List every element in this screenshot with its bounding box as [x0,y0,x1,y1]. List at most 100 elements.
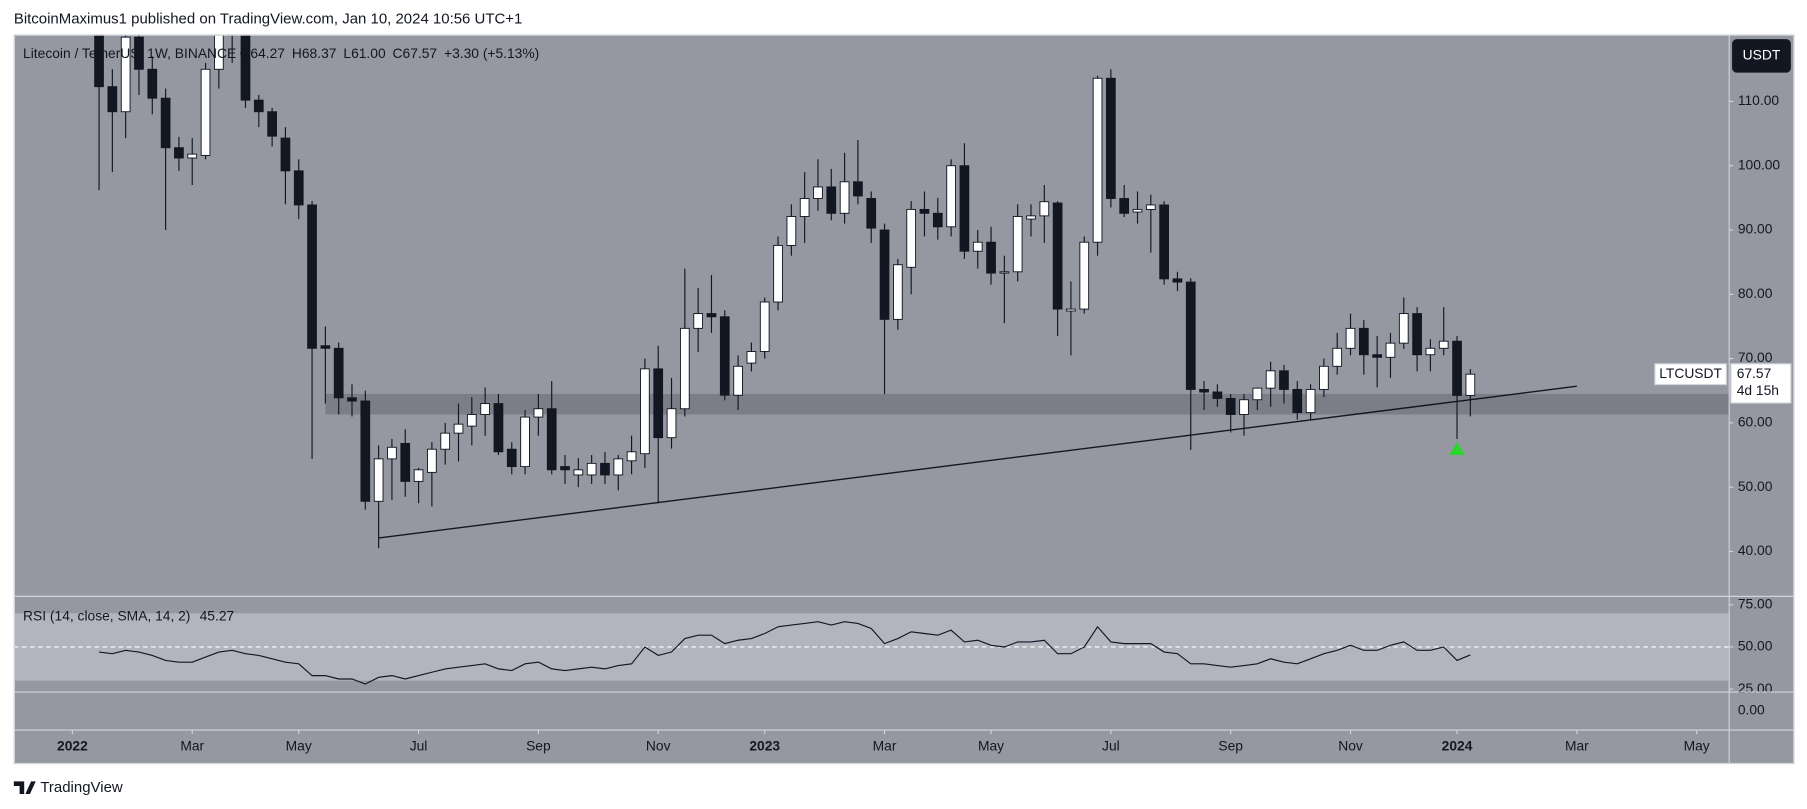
logo-icon [13,781,36,795]
candle-body [466,414,477,427]
x-tick-label: Sep [526,737,551,753]
candle-body [1159,204,1169,280]
candle-body [613,458,624,476]
candle-body [839,181,850,214]
candle-body [400,442,411,482]
candle-body [733,365,743,396]
x-tick-label: 2024 [1442,737,1473,753]
candle-body [573,469,584,476]
change-label: +3.30 (+5.13%) [444,45,539,61]
rsi-y-tick-label: 75.00 [1738,596,1773,612]
candle-body [626,451,637,462]
candle-body [453,423,464,434]
x-tick-label: 2023 [749,737,780,753]
candle-body [1292,388,1303,414]
y-tick-label: 90.00 [1738,221,1773,237]
candle-body [1319,365,1329,390]
candle-body [1106,77,1116,199]
ohlc-value: 68.37 [302,45,337,61]
ohlc-key: O [240,45,251,61]
candle-body [1385,342,1396,358]
candle-body [1066,308,1076,312]
x-tick-label: Sep [1218,737,1243,753]
candle-body [387,446,397,460]
candle-body [986,241,996,274]
x-tick-label: May [1684,737,1710,753]
candle-body [773,244,783,303]
candle-body [919,208,930,214]
candle-body [280,137,291,172]
candle-body [879,229,890,320]
rsi-pane [13,613,1729,685]
price-label-countdown: 4d 15h [1737,382,1779,398]
candle-body [200,68,211,156]
rsi-title: RSI (14, close, SMA, 14, 2) [23,607,190,623]
y-tick-label: 80.00 [1738,285,1773,301]
footer-brand: TradingView [40,779,123,796]
candle-body [826,186,837,214]
symbol-title: Litecoin / TetherUS, 1W, BINANCE [23,45,236,61]
candle-body [174,147,184,159]
currency-button[interactable] [1732,39,1791,73]
candle-body [640,368,650,455]
x-tick-label: 2022 [57,737,88,753]
candle-body [1465,373,1476,396]
candle-body [586,462,597,476]
candle-body [600,462,610,476]
candle-body [1372,354,1383,358]
pane-y-tick-label: 0.00 [1738,702,1765,718]
candle-body [413,469,424,482]
footer-logo: TradingView [13,779,123,796]
candle-body [932,212,943,228]
candle-body [653,368,664,439]
candle-body [1279,370,1289,390]
publisher-line: BitcoinMaximus1 published on TradingView… [14,11,523,28]
candle-body [333,347,344,399]
candle-body [253,99,264,113]
candle-body [893,264,903,320]
candle-body [813,186,823,199]
rsi-y-tick-label: 50.00 [1738,638,1773,654]
trendline [378,385,1577,539]
x-tick-label: May [286,737,312,753]
candle-body [560,466,570,471]
candle-body [959,165,970,252]
rsi-last-value: 45.27 [200,607,235,623]
x-tick-label: Mar [180,737,204,753]
candle-body [187,153,198,159]
currency-button-label[interactable]: USDT [1743,47,1781,63]
candle-body [480,403,490,415]
candle-body [1199,388,1209,393]
candle-body [693,313,704,329]
candle-body [427,448,437,473]
candle-body [1305,388,1316,414]
x-tick-label: Jul [410,737,428,753]
rsi-y-tick-label: 25.00 [1738,680,1773,696]
chart-border [13,34,1795,765]
candle-body [440,432,451,450]
candle-body [1252,387,1263,401]
ohlc-key: C [393,45,403,61]
x-tick-label: Nov [1338,737,1363,753]
y-tick-label: 40.00 [1738,542,1773,558]
candle-body [1185,281,1196,390]
candle-body [946,165,956,228]
rsi-line [98,621,1471,685]
candle-body [1438,340,1449,349]
candle-body [972,241,983,252]
x-tick-label: Mar [873,737,897,753]
candle-body [1425,347,1436,356]
ohlc-value: 64.27 [250,45,285,61]
candle-body [786,216,797,246]
x-tick-label: Jul [1102,737,1120,753]
candle-body [719,316,730,396]
signal-marker [1448,442,1466,455]
candle-body [546,408,557,471]
candle-body [1026,215,1036,220]
candle-body [533,408,544,418]
candle-body [347,397,357,402]
candle-body [293,170,304,206]
ohlc-key: L [343,45,351,61]
